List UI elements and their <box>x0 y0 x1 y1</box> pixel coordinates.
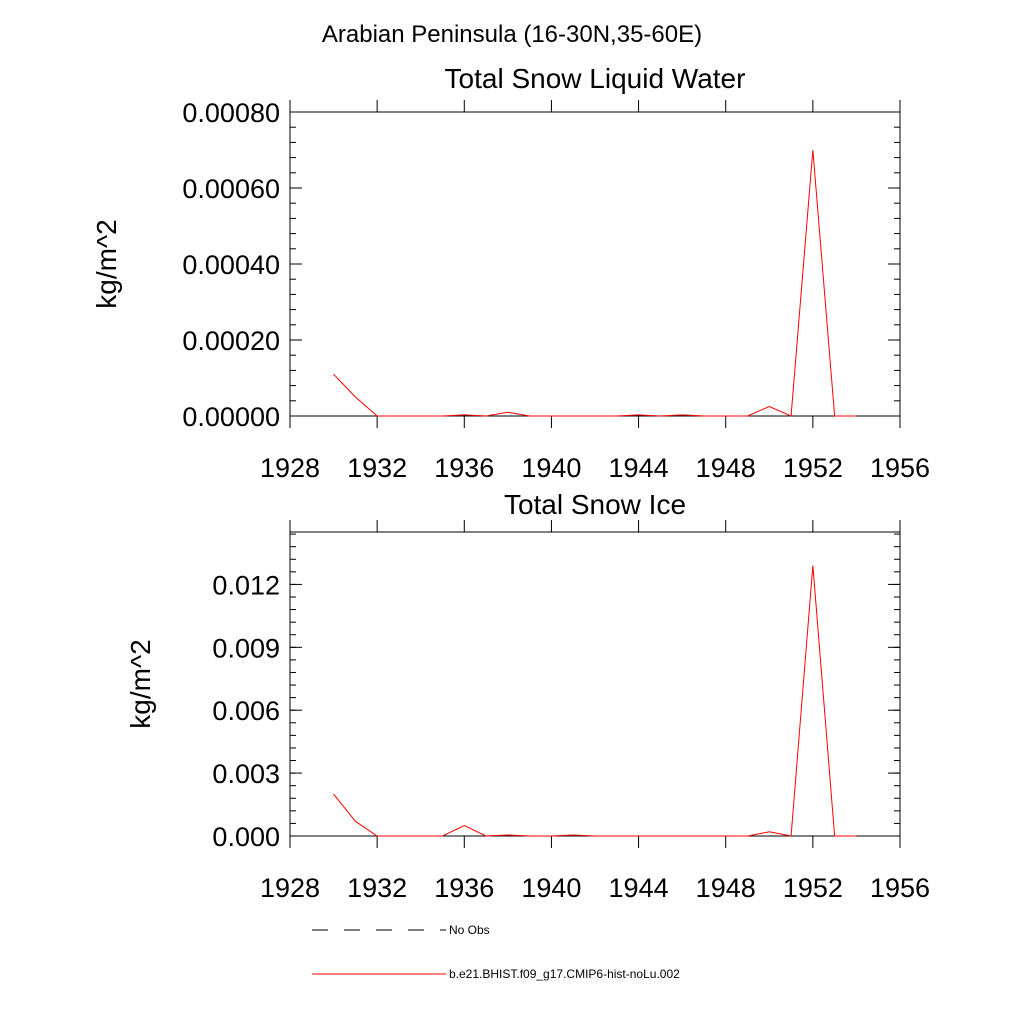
snow-ice-x-tick-label: 1952 <box>783 873 843 903</box>
liquid-water-x-tick-label: 1928 <box>260 453 320 483</box>
snow-ice-y-tick-label: 0.006 <box>212 696 280 726</box>
legend-item-no-obs: No Obs <box>312 923 490 937</box>
snow-ice-x-tick-label: 1928 <box>260 873 320 903</box>
liquid-water-plot-frame <box>289 111 901 417</box>
snow-ice-x-tick-label: 1956 <box>870 873 930 903</box>
legend: No Obs b.e21.BHIST.f09_g17.CMIP6-hist-no… <box>312 923 680 981</box>
snow-ice-y-tick-label: 0.009 <box>212 633 280 663</box>
snow-ice-y-axis-label: kg/m^2 <box>125 639 156 728</box>
liquid-water-y-tick-label: 0.00000 <box>182 402 280 432</box>
figure-title: Arabian Peninsula (16-30N,35-60E) <box>322 21 702 48</box>
liquid-water-y-axis-label: kg/m^2 <box>91 219 122 308</box>
liquid-water-x-tick-label: 1932 <box>347 453 407 483</box>
liquid-water-y-tick-label: 0.00020 <box>182 326 280 356</box>
snow-ice-x-tick-label: 1948 <box>696 873 756 903</box>
liquid-water-x-tick-label: 1944 <box>609 453 669 483</box>
snow-ice-plot-frame <box>289 531 901 837</box>
snow-ice-panel: Total Snow Ice kg/m^2 1928 1932 1936 1940 19… <box>125 489 930 903</box>
liquid-water-x-tick-label: 1948 <box>696 453 756 483</box>
snow-ice-x-tick-label: 1944 <box>609 873 669 903</box>
snow-ice-panel-title: Total Snow Ice <box>504 489 686 520</box>
liquid-water-x-tick-label: 1952 <box>783 453 843 483</box>
snow-ice-x-tick-label: 1940 <box>521 873 581 903</box>
liquid-water-y-tick-label: 0.00040 <box>182 250 280 280</box>
legend-label-model-run: b.e21.BHIST.f09_g17.CMIP6-hist-noLu.002 <box>449 967 680 981</box>
legend-item-model-run: b.e21.BHIST.f09_g17.CMIP6-hist-noLu.002 <box>312 967 680 981</box>
liquid-water-y-tick-label: 0.00080 <box>182 98 280 128</box>
liquid-water-x-tick-label: 1940 <box>521 453 581 483</box>
liquid-water-panel: Total Snow Liquid Water kg/m^2 1928 1932 1… <box>91 63 930 483</box>
liquid-water-plot-area: 1928 1932 1936 1940 1944 1948 1952 1956 0.00000 0… <box>182 98 930 483</box>
liquid-water-x-tick-label: 1936 <box>434 453 494 483</box>
snow-ice-series-line <box>333 565 857 837</box>
snow-ice-plot-area: 1928 1932 1936 1940 1944 1948 1952 1956 0.000 0.0… <box>212 520 930 903</box>
snow-ice-x-tick-label: 1936 <box>434 873 494 903</box>
liquid-water-panel-title: Total Snow Liquid Water <box>445 63 746 94</box>
snow-ice-y-tick-label: 0.003 <box>212 759 280 789</box>
legend-label-no-obs: No Obs <box>449 923 490 937</box>
snow-ice-y-tick-label: 0.012 <box>212 570 280 600</box>
snow-ice-y-tick-label: 0.000 <box>212 822 280 852</box>
liquid-water-series-line <box>333 149 857 417</box>
liquid-water-x-tick-label: 1956 <box>870 453 930 483</box>
liquid-water-y-tick-label: 0.00060 <box>182 174 280 204</box>
snow-ice-x-tick-label: 1932 <box>347 873 407 903</box>
